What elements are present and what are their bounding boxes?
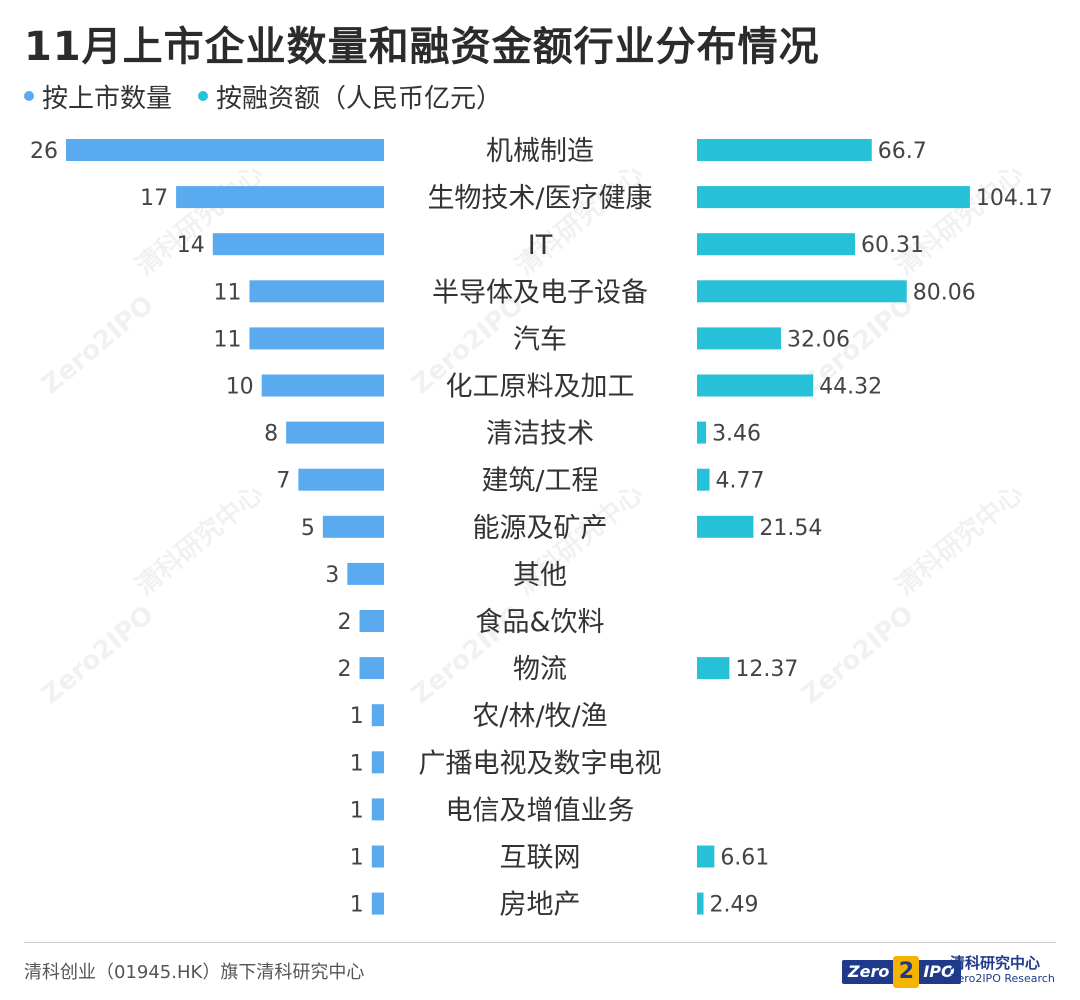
- legend-label-amount: 按融资额（人民币亿元）: [216, 83, 503, 114]
- amount-label: 6.61: [720, 846, 769, 871]
- amount-bar: [697, 374, 814, 397]
- brand-name-cn: 清科研究中心: [950, 954, 1041, 972]
- count-bar: [286, 421, 384, 444]
- category-label: 电信及增值业务: [446, 795, 635, 826]
- count-label: 5: [301, 516, 315, 541]
- amount-bar: [697, 468, 710, 491]
- count-bar: [66, 139, 385, 161]
- amount-bar: [697, 280, 907, 303]
- chart-title: 11月上市企业数量和融资金额行业分布情况: [24, 24, 820, 70]
- category-label: 互联网: [500, 843, 581, 874]
- count-bar: [359, 610, 384, 632]
- count-label: 26: [30, 139, 58, 164]
- count-bar: [371, 751, 384, 774]
- count-bar: [371, 704, 384, 727]
- amount-bar: [697, 892, 704, 915]
- count-label: 1: [350, 798, 364, 823]
- count-label: 11: [213, 327, 241, 352]
- category-label: 农/林/牧/渔: [472, 701, 607, 732]
- count-bar: [176, 186, 384, 209]
- amount-bar: [697, 657, 730, 680]
- count-label: 2: [338, 657, 352, 682]
- amount-label: 104.17: [976, 186, 1053, 211]
- brand-name-en: Zero2IPO Research: [950, 972, 1055, 985]
- count-label: 14: [177, 233, 205, 258]
- footer-brand: 清科研究中心 Zero2IPO Research: [950, 954, 1060, 986]
- count-label: 1: [350, 751, 364, 776]
- count-label: 3: [325, 563, 339, 588]
- amount-label: 12.37: [735, 657, 798, 682]
- logo-ipo: IPO: [917, 960, 961, 984]
- amount-label: 80.06: [913, 280, 976, 305]
- count-bar: [212, 233, 384, 256]
- category-label: 清洁技术: [486, 419, 594, 450]
- count-label: 1: [350, 893, 364, 918]
- amount-label: 32.06: [787, 327, 850, 352]
- count-label: 17: [140, 186, 168, 211]
- amount-label: 4.77: [715, 469, 764, 494]
- category-label: 能源及矿产: [473, 513, 608, 544]
- category-label: 食品&饮料: [475, 607, 604, 638]
- category-label: 汽车: [513, 324, 567, 355]
- category-label: 机械制造: [486, 136, 594, 167]
- category-label: 化工原料及加工: [446, 372, 635, 403]
- count-bar: [371, 798, 384, 821]
- amount-label: 21.54: [759, 516, 822, 541]
- count-bar: [347, 562, 384, 585]
- category-label: 半导体及电子设备: [432, 277, 648, 308]
- count-bar: [249, 280, 384, 303]
- category-label: 房地产: [500, 890, 581, 921]
- count-label: 7: [276, 469, 290, 494]
- logo-zero: Zero: [842, 960, 896, 984]
- amount-bar: [697, 139, 872, 161]
- category-label: 生物技术/医疗健康: [427, 183, 652, 214]
- count-bar: [359, 657, 384, 680]
- amount-label: 2.49: [710, 893, 759, 918]
- amount-label: 3.46: [712, 422, 761, 447]
- amount-bar: [697, 233, 856, 256]
- amount-label: 60.31: [861, 233, 924, 258]
- legend-dot-count: [24, 91, 34, 101]
- category-label: IT: [528, 230, 553, 261]
- legend-item-count: 按上市数量: [24, 78, 172, 115]
- logo-two: 2: [893, 956, 920, 988]
- count-label: 2: [338, 610, 352, 635]
- count-bar: [322, 515, 384, 538]
- category-label: 广播电视及数字电视: [419, 748, 662, 779]
- amount-label: 44.32: [819, 375, 882, 400]
- zero2ipo-logo: Zero 2 IPO: [842, 956, 961, 988]
- count-bar: [371, 892, 384, 915]
- count-label: 1: [350, 846, 364, 871]
- count-bar: [371, 845, 384, 868]
- count-bar: [261, 374, 384, 397]
- count-bar: [249, 327, 384, 350]
- amount-bar: [697, 515, 754, 538]
- category-label: 其他: [513, 560, 567, 591]
- count-bar: [298, 468, 384, 491]
- amount-bar: [697, 327, 781, 350]
- amount-bar: [697, 421, 707, 444]
- count-label: 10: [226, 375, 254, 400]
- amount-bar: [697, 186, 970, 209]
- footer-source: 清科创业（01945.HK）旗下清科研究中心: [24, 962, 365, 983]
- legend-dot-amount: [198, 91, 209, 101]
- count-label: 1: [350, 704, 364, 729]
- amount-label: 66.7: [878, 139, 927, 164]
- legend-item-amount: 按融资额（人民币亿元）: [198, 78, 502, 115]
- legend-label-count: 按上市数量: [42, 83, 173, 114]
- legend: 按上市数量 按融资额（人民币亿元）: [24, 76, 502, 116]
- footer-divider: [24, 942, 1056, 943]
- category-label: 物流: [513, 654, 567, 685]
- category-label: 建筑/工程: [481, 466, 598, 497]
- count-label: 11: [213, 280, 241, 305]
- count-label: 8: [264, 422, 278, 447]
- amount-bar: [697, 845, 715, 868]
